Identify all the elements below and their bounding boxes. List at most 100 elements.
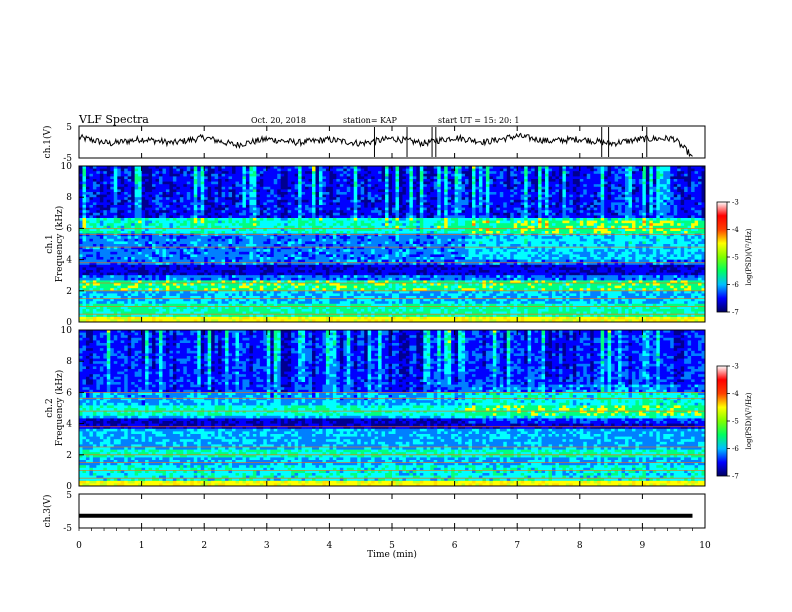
spectrogram-cell [114,174,118,177]
spectrogram-cell [503,174,507,177]
spectrogram-cell [531,169,535,172]
spectrogram-cell [222,169,226,172]
spectrogram-cell [242,171,246,174]
spectrogram-cell [232,174,236,177]
spectrogram-cell [357,184,361,187]
spectrogram-cell [93,179,97,182]
spectrogram-cell [274,184,278,187]
spectrogram-cell [514,176,518,179]
spectrogram-cell [562,171,566,174]
spectrogram-cell [371,182,375,185]
spectrogram-cell [590,176,594,179]
spectrogram-cell [121,184,125,187]
spectrogram-cell [89,182,93,185]
spectrogram-cell [559,169,563,172]
spectrogram-cell [357,176,361,179]
spectrogram-cell [291,179,295,182]
spectrogram-cell [489,184,493,187]
spectrogram-cell [291,174,295,177]
spectrogram-cell [559,176,563,179]
spectrogram-cell [615,182,619,185]
spectrogram-cell [201,184,205,187]
spectrogram-cell [312,184,316,187]
spectrogram-cell [656,182,660,185]
spectrogram-cell [441,179,445,182]
spectrogram-cell [392,179,396,182]
spectrogram-cell [434,176,438,179]
spectrogram-cell [632,179,636,182]
spectrogram-cell [169,169,173,172]
spectrogram-cell [427,176,431,179]
spectrogram-cell [128,169,132,172]
spectrogram-cell [260,169,264,172]
spectrogram-cell [552,171,556,174]
spectrogram-cell [535,182,539,185]
spectrogram-cell [531,174,535,177]
spectrogram-cell [524,174,528,177]
spectrogram-cell [604,182,608,185]
spectrogram-cell [138,176,142,179]
spectrogram-cell [114,176,118,179]
spectrogram-cell [385,179,389,182]
spectrogram-cell [361,169,365,172]
spectrogram-cell [357,174,361,177]
spectrogram-cell [601,182,605,185]
spectrogram-cell [635,176,639,179]
spectrogram-cell [535,176,539,179]
spectrogram-cell [274,179,278,182]
spectrogram-cell [103,182,107,185]
spectrogram-cell [249,169,253,172]
spectrogram-cell [96,179,100,182]
spectrogram-cell [333,171,337,174]
spectrogram-cell [312,169,316,172]
spectrogram-cell [89,184,93,187]
spectrogram-cell [635,174,639,177]
spectrogram-cell [208,174,212,177]
spectrogram-cell [89,174,93,177]
spectrogram-cell [156,174,160,177]
spectrogram-cell [197,184,201,187]
spectrogram-cell [535,169,539,172]
spectrogram-cell [135,184,139,187]
spectrogram-cell [451,184,455,187]
spectrogram-cell [681,169,685,172]
spectrogram-cell [677,176,681,179]
spectrogram-cell [566,182,570,185]
spectrogram-cell [632,171,636,174]
spectrogram-cell [156,184,160,187]
spectrogram-cell [79,176,83,179]
spectrogram-cell [517,176,521,179]
spectrogram-cell [229,182,233,185]
spectrogram-cell [124,174,128,177]
spectrogram-cell [580,176,584,179]
spectrogram-cell [389,184,393,187]
spectrogram-cell [176,171,180,174]
spectrogram-cell [190,184,194,187]
spectrogram-cell [559,182,563,185]
spectrogram-cell [528,171,532,174]
spectrogram-cell [427,171,431,174]
spectrogram-cell [162,169,166,172]
spectrogram-cell [441,171,445,174]
spectrogram-cell [451,171,455,174]
spectrogram-cell [239,182,243,185]
spectrogram-cell [573,171,577,174]
spectrogram-cell [274,169,278,172]
spectrogram-cell [389,179,393,182]
spectrogram-cell [500,182,504,185]
spectrogram-cell [573,182,577,185]
spectrogram-cell [656,174,660,177]
spectrogram-cell [580,182,584,185]
spectrogram-cell [576,174,580,177]
spectrogram-cell [535,184,539,187]
spectrogram-cell [691,171,695,174]
spectrogram-cell [399,169,403,172]
spectrogram-cell [319,176,323,179]
spectrogram-cell [385,174,389,177]
spectrogram-cell [350,179,354,182]
spectrogram-cell [385,176,389,179]
spectrogram-cell [514,182,518,185]
spectrogram-cell [274,171,278,174]
spectrogram-cell [309,174,313,177]
spectrogram-cell [135,179,139,182]
